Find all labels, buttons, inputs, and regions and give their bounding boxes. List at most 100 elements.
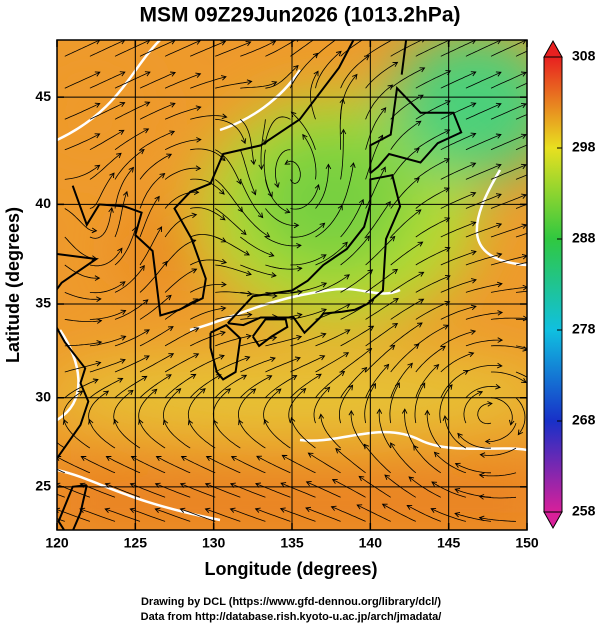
y-axis-label: Latitude (degrees) xyxy=(3,207,23,363)
streamline-arrow xyxy=(120,358,126,364)
streamline xyxy=(515,371,527,378)
streamline xyxy=(64,71,100,89)
streamline-arrow xyxy=(113,418,119,425)
streamline xyxy=(390,148,420,180)
streamline xyxy=(240,375,272,398)
streamline-arrow xyxy=(495,71,502,77)
streamline-arrow xyxy=(478,472,485,479)
streamline xyxy=(515,114,527,120)
streamline xyxy=(255,508,291,522)
streamline-arrow xyxy=(477,390,484,396)
streamline xyxy=(114,227,137,266)
streamline xyxy=(365,323,398,347)
streamline xyxy=(444,416,467,449)
streamline xyxy=(215,236,250,256)
field xyxy=(31,40,527,530)
streamline xyxy=(491,371,527,383)
streamline xyxy=(490,72,527,89)
streamline xyxy=(264,419,291,449)
streamline xyxy=(315,51,342,89)
streamline xyxy=(455,463,491,474)
streamline xyxy=(415,40,451,57)
streamline xyxy=(440,306,476,320)
streamline xyxy=(340,269,373,293)
streamline-arrow xyxy=(430,507,437,513)
streamline-arrow xyxy=(230,455,237,461)
streamline xyxy=(57,493,65,498)
streamline xyxy=(114,376,147,399)
streamline-arrow xyxy=(144,71,151,77)
streamline xyxy=(308,452,341,474)
streamline-arrow xyxy=(320,254,327,260)
streamline xyxy=(485,422,517,443)
streamline-arrow xyxy=(414,177,420,183)
streamline xyxy=(365,40,393,57)
streamline xyxy=(439,384,453,424)
streamline xyxy=(265,65,299,89)
streamline-arrow xyxy=(269,356,276,363)
streamline xyxy=(340,325,374,347)
streamline-arrow xyxy=(496,222,503,229)
streamline-arrow xyxy=(105,456,112,461)
streamline-arrow xyxy=(496,252,503,258)
streamline-arrow xyxy=(389,235,396,242)
streamline-arrow xyxy=(361,366,368,373)
streamline xyxy=(490,345,527,351)
streamline xyxy=(350,410,366,449)
streamline-arrow xyxy=(271,272,277,278)
colorbar-tick-label: 258 xyxy=(572,503,596,519)
streamline-arrow xyxy=(380,107,387,113)
coastline xyxy=(251,318,289,348)
streamline xyxy=(515,144,527,151)
streamline-arrow xyxy=(246,79,253,85)
streamline xyxy=(340,74,358,120)
streamline-arrow xyxy=(296,242,302,249)
streamline-arrow xyxy=(139,264,145,271)
streamline-arrow xyxy=(495,163,502,169)
streamline xyxy=(339,385,353,424)
streamline xyxy=(114,419,141,449)
streamline-arrow xyxy=(241,374,248,380)
streamline-arrow xyxy=(284,159,291,165)
streamline-arrow xyxy=(221,258,228,265)
streamline-arrow xyxy=(165,374,172,380)
streamline xyxy=(89,207,113,239)
streamline xyxy=(290,309,327,320)
streamline-arrow xyxy=(144,329,150,335)
streamline xyxy=(89,359,126,373)
streamline-arrow xyxy=(521,377,527,383)
streamline xyxy=(290,373,322,398)
streamline-arrow xyxy=(470,71,477,77)
streamline xyxy=(490,40,527,57)
streamline xyxy=(364,383,376,424)
streamline xyxy=(515,174,527,180)
streamline xyxy=(190,178,225,195)
streamline-arrow xyxy=(520,40,527,45)
streamline-arrow xyxy=(487,401,493,407)
streamline-arrow xyxy=(104,507,111,513)
streamline-arrow xyxy=(431,481,438,487)
streamline-arrow xyxy=(245,333,252,340)
streamline-arrow xyxy=(413,444,419,451)
colorbar-tick-label: 308 xyxy=(572,48,596,64)
streamline-arrow xyxy=(157,226,163,233)
streamline-arrow xyxy=(321,308,327,314)
streamline xyxy=(114,101,150,120)
streamline-arrow xyxy=(358,475,365,482)
streamline xyxy=(239,179,263,218)
streamline xyxy=(480,447,517,456)
streamline-arrow xyxy=(162,419,169,426)
streamline xyxy=(335,448,366,474)
streamline xyxy=(290,333,326,347)
streamline-arrow xyxy=(31,457,36,461)
streamline xyxy=(215,149,242,185)
streamline xyxy=(139,196,160,238)
streamline-arrow xyxy=(251,189,257,196)
streamline xyxy=(390,322,423,347)
streamline xyxy=(81,456,116,474)
streamline xyxy=(106,456,141,474)
streamline xyxy=(440,162,476,180)
streamline xyxy=(155,508,191,522)
streamline xyxy=(139,326,174,347)
coastline xyxy=(57,252,99,461)
